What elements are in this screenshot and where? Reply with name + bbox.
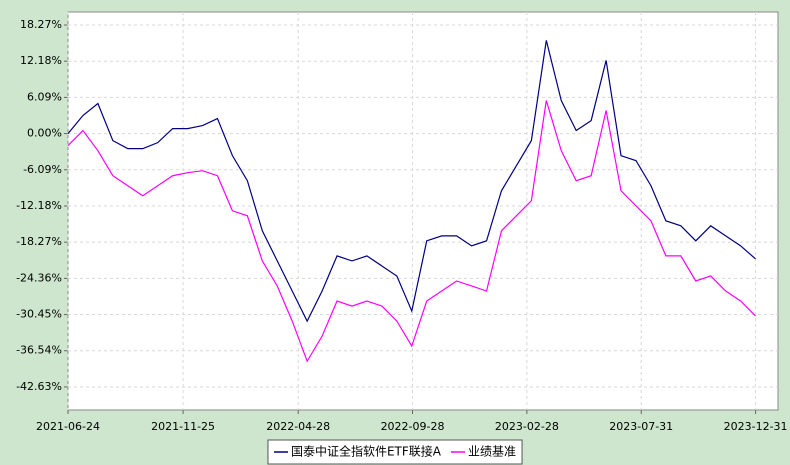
- y-tick-label: -30.45%: [16, 308, 62, 321]
- legend-label: 业绩基准: [468, 445, 516, 459]
- y-tick-label: -12.18%: [16, 199, 62, 212]
- y-tick-label: -18.27%: [16, 235, 62, 248]
- y-tick-label: 6.09%: [27, 90, 62, 103]
- series-line: [67, 100, 757, 363]
- y-tick-label: -6.09%: [23, 163, 62, 176]
- x-tick-label: 2023-07-31: [609, 420, 673, 433]
- y-tick-label: -24.36%: [16, 271, 62, 284]
- x-tick-label: 2021-11-25: [151, 420, 215, 433]
- y-tick-label: -36.54%: [16, 344, 62, 357]
- y-tick-label: -42.63%: [16, 380, 62, 393]
- legend-label: 国泰中证全指软件ETF联接A: [291, 444, 442, 459]
- x-tick-label: 2023-12-31: [724, 420, 788, 433]
- y-tick-label: 12.18%: [20, 54, 62, 67]
- x-tick-label: 2023-02-28: [495, 420, 559, 433]
- y-tick-label: 0.00%: [27, 127, 62, 140]
- x-tick-label: 2022-09-28: [381, 420, 445, 433]
- x-tick-label: 2021-06-24: [36, 420, 100, 433]
- x-tick-label: 2022-04-28: [266, 420, 330, 433]
- y-tick-label: 18.27%: [20, 18, 62, 31]
- series-line: [67, 40, 756, 323]
- plot-area: [67, 11, 779, 411]
- legend-box: [267, 439, 523, 465]
